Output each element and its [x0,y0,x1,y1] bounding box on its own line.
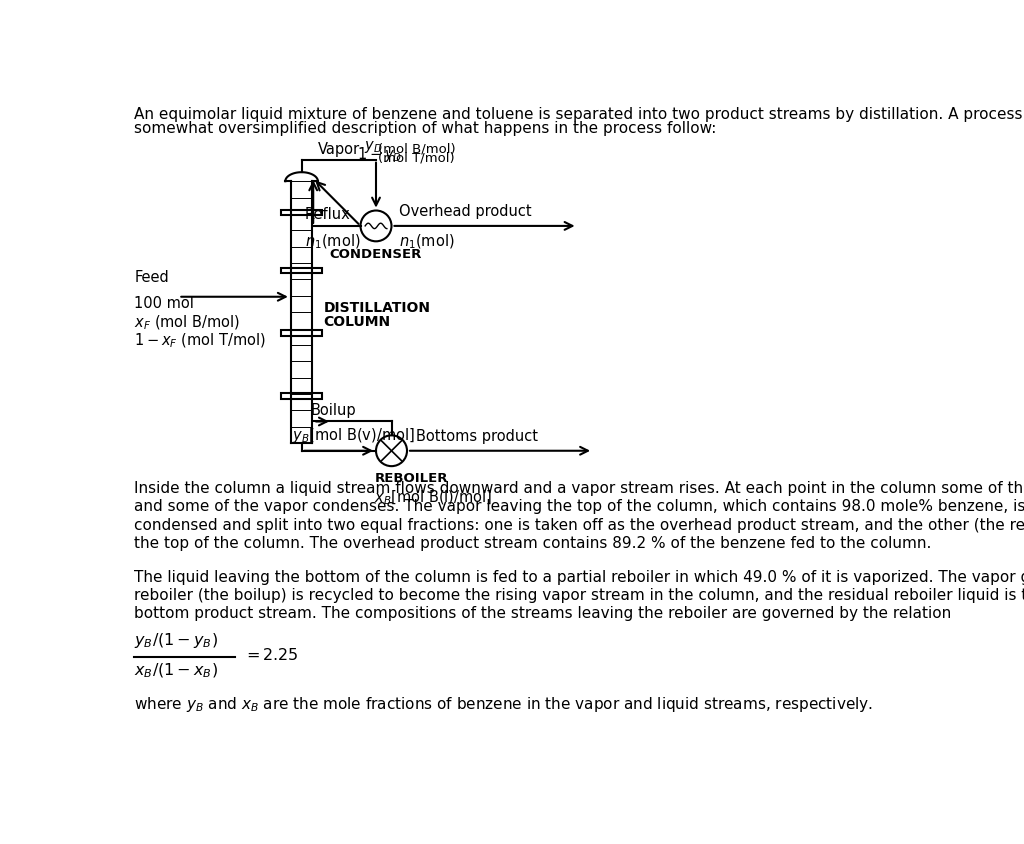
Bar [282,211,322,216]
Text: condensed and split into two equal fractions: one is taken off as the overhead p: condensed and split into two equal fract… [134,517,1024,532]
Text: where $y_B$ and $x_B$ are the mole fractions of benzene in the vapor and liquid : where $y_B$ and $x_B$ are the mole fract… [134,694,873,713]
Text: somewhat oversimplified description of what happens in the process follow:: somewhat oversimplified description of w… [134,121,717,136]
Text: (mol B/mol): (mol B/mol) [378,142,456,155]
Text: reboiler (the boilup) is recycled to become the rising vapor stream in the colum: reboiler (the boilup) is recycled to bec… [134,587,1024,603]
Text: Overhead product: Overhead product [399,204,531,219]
Text: $x_B/(1-x_B)$: $x_B/(1-x_B)$ [134,661,218,679]
Bar [282,268,322,273]
Bar [282,394,322,399]
Text: (mol T/mol): (mol T/mol) [378,151,455,165]
Text: $y_B/(1-y_B)$: $y_B/(1-y_B)$ [134,630,218,649]
Text: $1-y_D$: $1-y_D$ [356,144,402,164]
Text: Inside the column a liquid stream flows downward and a vapor stream rises. At ea: Inside the column a liquid stream flows … [134,480,1024,495]
Text: REBOILER: REBOILER [375,471,447,484]
Text: The liquid leaving the bottom of the column is fed to a partial reboiler in whic: The liquid leaving the bottom of the col… [134,569,1024,584]
Text: and some of the vapor condenses. The vapor leaving the top of the column, which : and some of the vapor condenses. The vap… [134,499,1024,514]
Text: Boilup: Boilup [310,403,355,418]
Text: the top of the column. The overhead product stream contains 89.2 % of the benzen: the top of the column. The overhead prod… [134,535,932,550]
Text: 100 mol: 100 mol [134,296,195,311]
Bar [282,331,322,337]
Text: CONDENSER: CONDENSER [330,247,422,261]
Text: $y_B$[mol B(v)/mol]: $y_B$[mol B(v)/mol] [292,426,415,445]
Text: DISTILLATION: DISTILLATION [324,300,430,314]
Text: Bottoms product: Bottoms product [417,429,539,444]
Text: COLUMN: COLUMN [324,314,390,328]
Text: $1-x_F$ (mol T/mol): $1-x_F$ (mol T/mol) [134,331,266,349]
Text: $y_D$: $y_D$ [365,138,383,154]
Text: Vapor: Vapor [317,142,360,157]
Text: bottom product stream. The compositions of the streams leaving the reboiler are : bottom product stream. The compositions … [134,606,951,620]
Text: An equimolar liquid mixture of benzene and toluene is separated into two product: An equimolar liquid mixture of benzene a… [134,106,1024,122]
Text: $= 2.25$: $= 2.25$ [243,646,298,662]
Text: $x_F$ (mol B/mol): $x_F$ (mol B/mol) [134,313,241,331]
Text: $n_1$(mol): $n_1$(mol) [305,232,360,251]
Text: $x_B$[mol B(l)/mol]: $x_B$[mol B(l)/mol] [375,488,493,506]
Text: Reflux: Reflux [305,206,350,221]
Text: Feed: Feed [134,270,169,285]
Text: $n_1$(mol): $n_1$(mol) [399,233,455,252]
